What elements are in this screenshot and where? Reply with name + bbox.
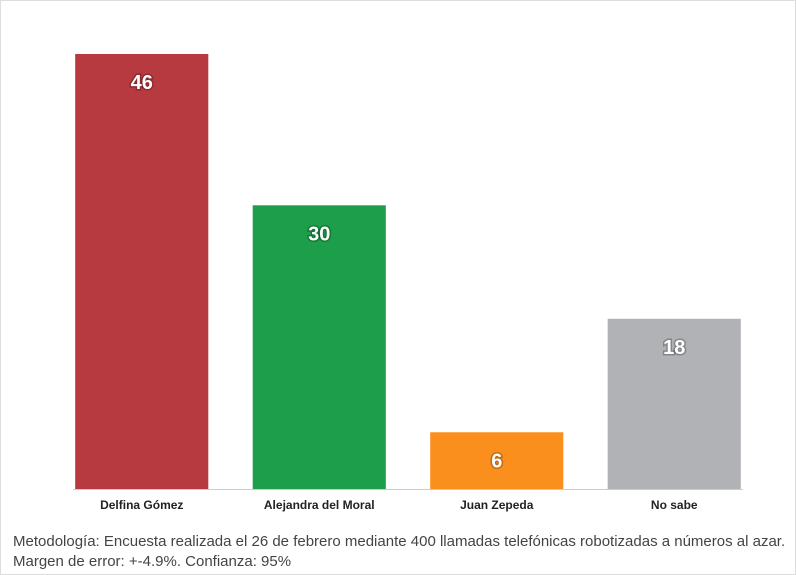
x-tick-label: Delfina Gómez — [100, 498, 183, 512]
bar — [252, 205, 386, 489]
value-label: 6 — [491, 450, 502, 472]
methodology-note: Metodología: Encuesta realizada el 26 de… — [13, 533, 786, 550]
bar — [607, 318, 741, 489]
value-label: 30 — [308, 223, 330, 245]
x-tick-label: Alejandra del Moral — [264, 498, 375, 512]
chart: Delfina Gómez 46 Alejandra del Moral 30 Juan… — [73, 54, 743, 512]
x-tick-label: No sabe — [651, 498, 698, 512]
error-note: Margen de error: +-4.9%. Confianza: 95% — [13, 553, 292, 570]
value-label: 18 — [663, 337, 685, 359]
x-tick-label: Juan Zepeda — [460, 498, 534, 512]
value-label: 46 — [131, 72, 153, 94]
bar — [75, 54, 209, 489]
bar — [430, 432, 564, 489]
